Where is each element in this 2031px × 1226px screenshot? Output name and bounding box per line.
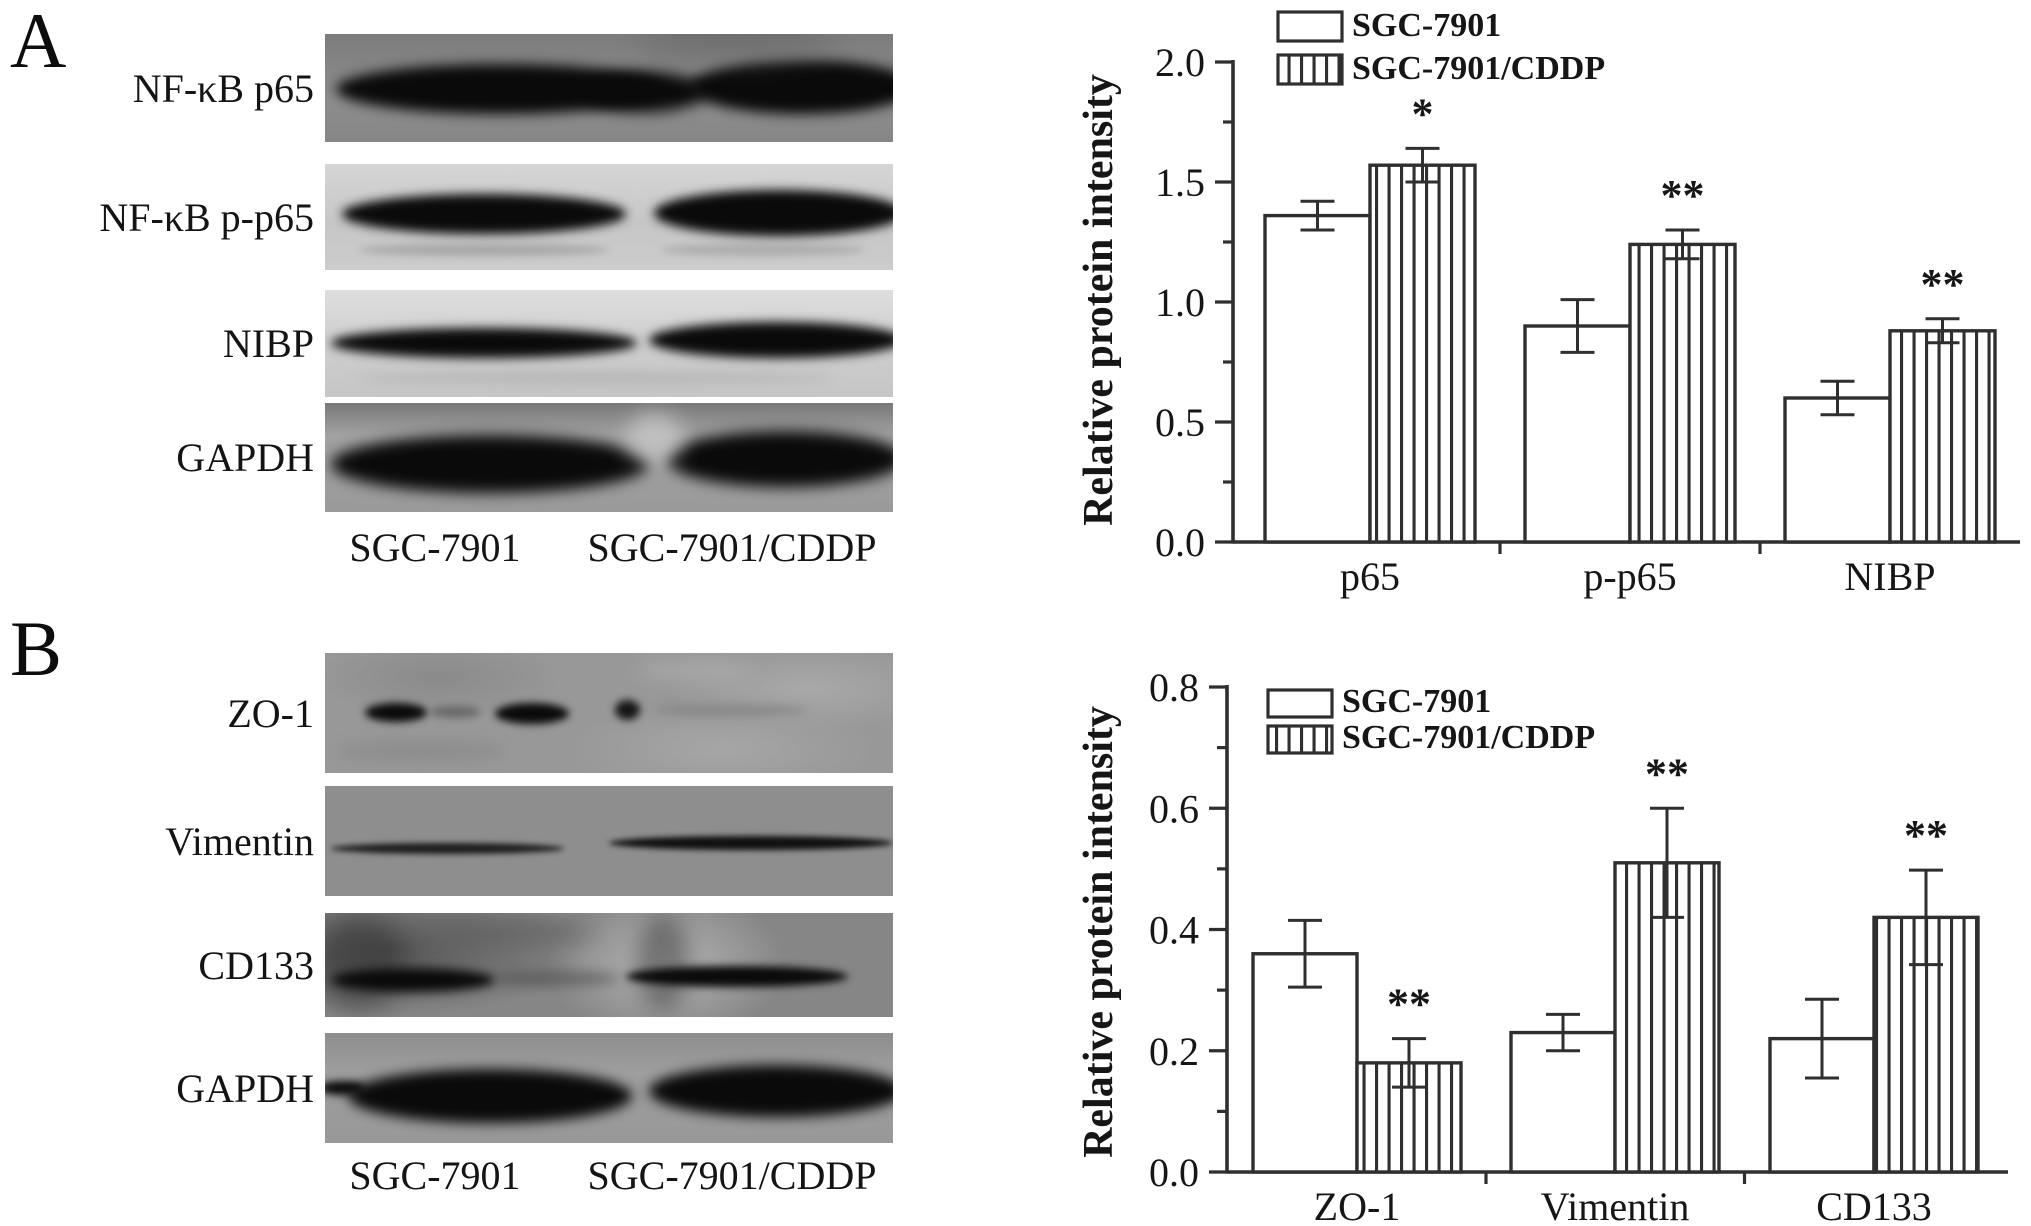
blot-strip-nfkb-pp65	[325, 164, 893, 270]
lane-label-sgc7901-a: SGC-7901	[349, 525, 521, 570]
y-tick-label: 0.5	[1155, 400, 1205, 445]
blot-row-label-nfkb-pp65: NF-κB p-p65	[99, 194, 314, 240]
legend-label-cddp: SGC-7901/CDDP	[1342, 719, 1595, 756]
blot-row-label-gapdh-b: GAPDH	[176, 1065, 314, 1111]
significance-mark-NIBP: **	[1921, 260, 1965, 309]
blot-band	[648, 1065, 893, 1117]
x-category-label-p-p65: p-p65	[1583, 554, 1676, 599]
legend-swatch-hatched	[1276, 53, 1344, 86]
significance-mark-ZO-1: **	[1387, 980, 1431, 1029]
legend-swatch-open	[1276, 10, 1344, 43]
blot-row-label-cd133: CD133	[198, 942, 314, 988]
y-tick-label: 0.2	[1149, 1029, 1199, 1074]
blot-strip-gapdh-a	[325, 403, 893, 512]
blot-strip-cd133	[325, 913, 893, 1017]
blot-band-faint	[654, 705, 808, 716]
blot-band-faint	[660, 244, 865, 256]
lane-label-sgc7901-b: SGC-7901	[349, 1153, 521, 1198]
blot-band-faint	[359, 244, 609, 256]
x-category-label-NIBP: NIBP	[1844, 554, 1935, 599]
blot-strip-vimentin	[325, 786, 893, 896]
blot-band-faint	[430, 706, 482, 718]
bar-hatched-p65	[1368, 163, 1477, 544]
bar-hatched-p-p65	[1628, 242, 1737, 544]
lane-label-sgc7901cddp-b: SGC-7901/CDDP	[587, 1153, 877, 1198]
bar-open-NIBP	[1783, 396, 1892, 544]
legend-label-cddp: SGC-7901/CDDP	[1352, 50, 1605, 87]
blot-band-faint	[353, 372, 837, 384]
legend-label-sgc7901: SGC-7901	[1342, 683, 1491, 720]
blot-band	[614, 700, 641, 720]
blot-gap-highlight	[626, 413, 683, 463]
blot-band-faint	[489, 971, 621, 986]
blot-smudge	[637, 915, 689, 1011]
blot-strip-nibp	[325, 290, 893, 397]
blot-band	[609, 836, 893, 850]
legend-swatch-open	[1266, 688, 1334, 719]
y-tick-label: 1.5	[1155, 160, 1205, 205]
blot-strip-gapdh-b	[325, 1033, 893, 1143]
blot-strip-zo1	[325, 653, 893, 773]
significance-mark-CD133: **	[1904, 811, 1948, 860]
blot-band	[626, 966, 848, 987]
y-tick-label: 0.4	[1149, 908, 1199, 953]
significance-mark-p-p65: **	[1661, 171, 1705, 220]
blot-smudge	[637, 34, 837, 56]
y-axis-title: Relative protein intensity	[1076, 706, 1122, 1158]
significance-mark-Vimentin: **	[1645, 749, 1689, 798]
blot-smudge	[637, 661, 751, 679]
blot-band	[347, 1069, 632, 1123]
blot-row-label-nibp: NIBP	[222, 321, 314, 366]
x-category-label-ZO-1: ZO-1	[1314, 1184, 1401, 1226]
y-tick-label: 0.0	[1155, 520, 1205, 565]
blot-band	[330, 968, 496, 992]
blot-band	[688, 60, 893, 114]
y-tick-label: 1.0	[1155, 280, 1205, 325]
bar-open-p65	[1263, 213, 1372, 544]
blot-row-label-vimentin: Vimentin	[165, 818, 314, 864]
blot-band	[330, 328, 638, 358]
panel-b-letter: B	[10, 605, 63, 692]
blot-band	[330, 435, 649, 493]
bar-open-Vimentin	[1509, 1030, 1617, 1174]
blot-smudge	[438, 919, 598, 945]
blot-row-label-zo1: ZO-1	[227, 690, 314, 736]
blot-band	[654, 190, 893, 236]
blot-smudge	[336, 743, 507, 759]
legend-swatch-hatched	[1266, 724, 1334, 755]
bar-chart-panel-a: 0.0 0.5 1.0 1.5 2.0 * p65 ** p-p65 ** NIBP SGC-7901…	[1076, 7, 2020, 599]
y-tick-label: 2.0	[1155, 40, 1205, 85]
x-category-label-Vimentin: Vimentin	[1541, 1184, 1690, 1226]
bar-open-p-p65	[1523, 324, 1632, 544]
panel-a-letter: A	[10, 0, 67, 84]
blot-band	[665, 431, 893, 487]
significance-mark-p65: *	[1412, 89, 1434, 138]
blot-strip-nfkb-p65	[325, 34, 893, 142]
bar-chart-panel-b: 0.0 0.2 0.4 0.6 0.8 ** ZO-1 ** Vimentin ** CD133 SG…	[1076, 665, 2008, 1226]
legend-label-sgc7901: SGC-7901	[1352, 7, 1501, 44]
blot-band	[580, 72, 706, 112]
y-axis-title: Relative protein intensity	[1076, 74, 1122, 526]
blot-smudge	[325, 917, 405, 1009]
blot-row-label-gapdh-a: GAPDH	[176, 435, 314, 480]
y-tick-label: 0.8	[1149, 665, 1199, 710]
x-category-label-CD133: CD133	[1816, 1184, 1932, 1226]
blot-band	[342, 194, 627, 234]
blot-band	[648, 322, 893, 358]
lane-label-sgc7901cddp-a: SGC-7901/CDDP	[587, 525, 877, 570]
y-tick-label: 0.6	[1149, 786, 1199, 831]
blot-band	[495, 703, 570, 724]
blot-band	[330, 843, 564, 854]
y-tick-label: 0.0	[1149, 1150, 1199, 1195]
bar-hatched-NIBP	[1888, 329, 1997, 544]
blot-band	[364, 703, 428, 722]
x-category-label-p65: p65	[1340, 554, 1400, 599]
blot-row-label-nfkb-p65: NF-κB p65	[132, 65, 314, 111]
